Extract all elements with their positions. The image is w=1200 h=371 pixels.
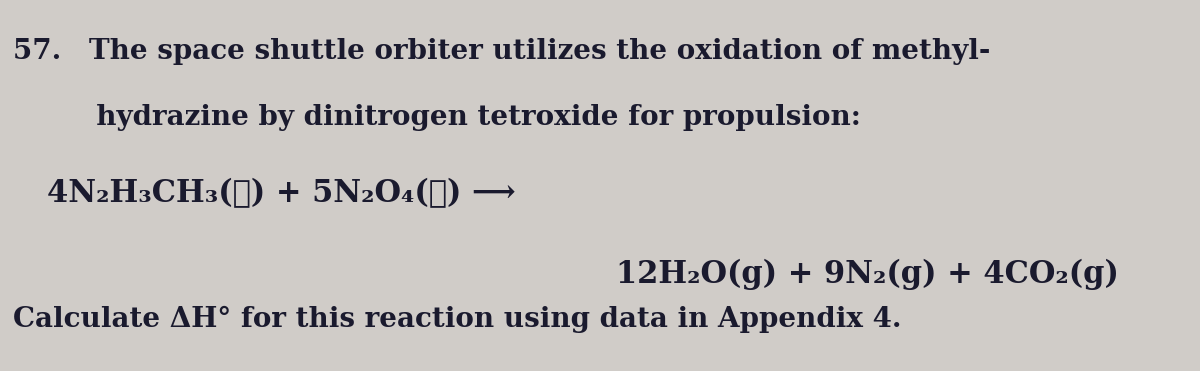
- Text: hydrazine by dinitrogen tetroxide for propulsion:: hydrazine by dinitrogen tetroxide for pr…: [13, 105, 860, 131]
- Text: 57. The space shuttle orbiter utilizes the oxidation of methyl-: 57. The space shuttle orbiter utilizes t…: [13, 38, 990, 65]
- Text: 12H₂O(g) + 9N₂(g) + 4CO₂(g): 12H₂O(g) + 9N₂(g) + 4CO₂(g): [617, 259, 1120, 290]
- Text: 4N₂H₃CH₃(ℓ) + 5N₂O₄(ℓ) ⟶: 4N₂H₃CH₃(ℓ) + 5N₂O₄(ℓ) ⟶: [47, 178, 516, 209]
- Text: Calculate ΔH° for this reaction using data in Appendix 4.: Calculate ΔH° for this reaction using da…: [13, 306, 901, 333]
